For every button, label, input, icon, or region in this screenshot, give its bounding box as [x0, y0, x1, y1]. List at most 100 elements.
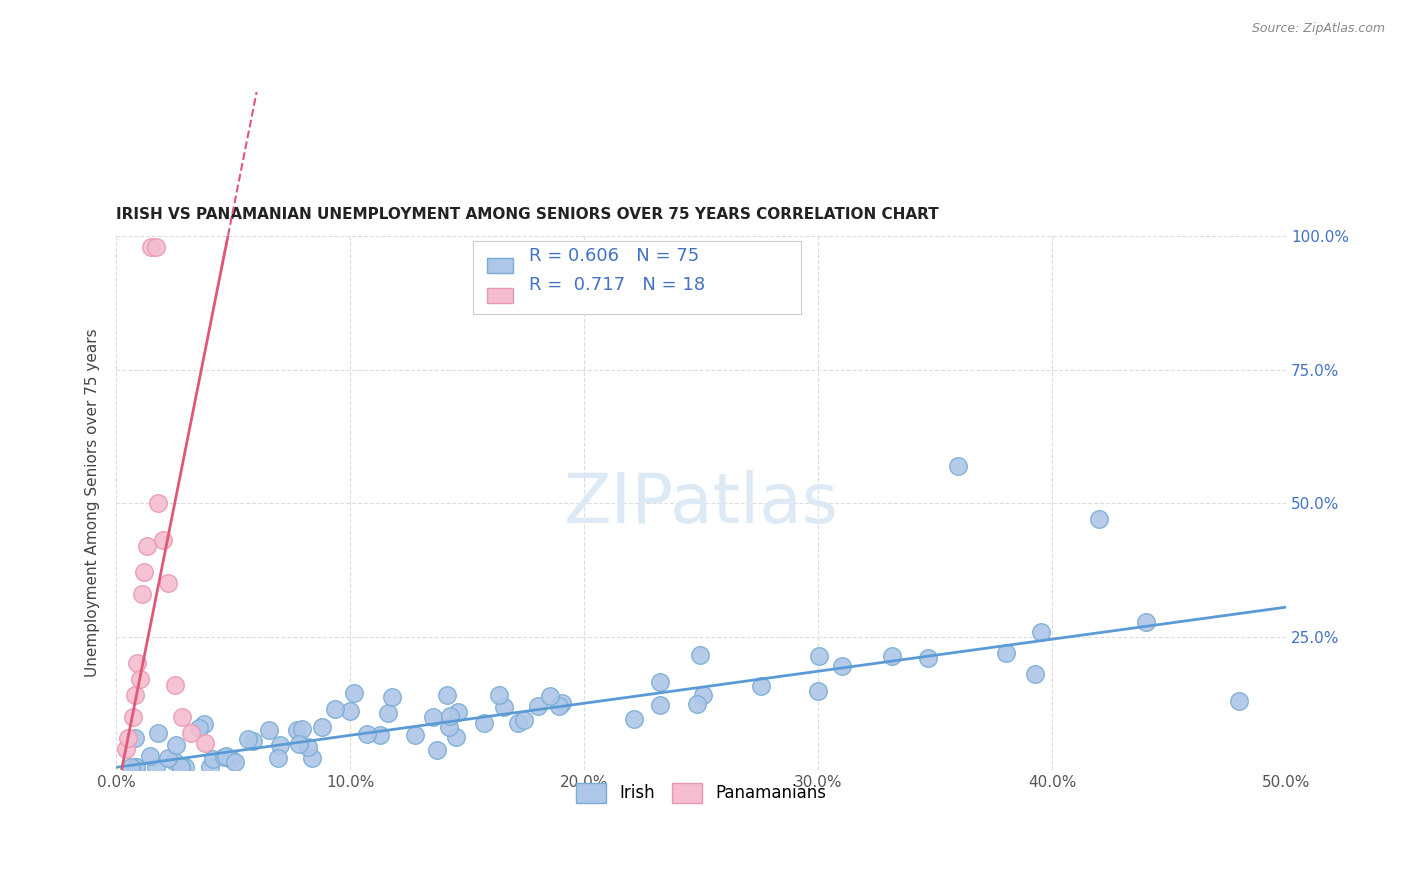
Point	[548, 699, 571, 714]
Point	[648, 675, 671, 690]
FancyBboxPatch shape	[472, 242, 800, 314]
Point	[124, 688, 146, 702]
Point	[301, 750, 323, 764]
Point	[238, 731, 260, 746]
Point	[145, 760, 167, 774]
FancyBboxPatch shape	[486, 258, 513, 274]
Point	[127, 657, 149, 671]
Point	[193, 716, 215, 731]
Point	[508, 715, 530, 730]
Point	[157, 751, 180, 765]
Point	[488, 688, 510, 702]
Point	[188, 721, 211, 735]
Point	[267, 750, 290, 764]
Text: ZIPatlas: ZIPatlas	[564, 469, 838, 537]
Point	[124, 760, 146, 774]
Legend: Irish, Panamanians: Irish, Panamanians	[569, 776, 832, 810]
Point	[404, 728, 426, 742]
Point	[526, 699, 548, 714]
Point	[163, 677, 186, 691]
Point	[139, 749, 162, 764]
Point	[288, 737, 311, 751]
Point	[948, 458, 970, 473]
Point	[156, 576, 179, 591]
Point	[170, 760, 193, 774]
Point	[472, 716, 495, 731]
Point	[124, 731, 146, 745]
Point	[689, 648, 711, 662]
Point	[114, 741, 136, 756]
Point	[145, 240, 167, 254]
Point	[170, 709, 193, 723]
FancyBboxPatch shape	[486, 287, 513, 303]
Point	[323, 702, 346, 716]
Point	[128, 672, 150, 686]
Point	[148, 496, 170, 510]
Point	[194, 736, 217, 750]
Point	[201, 752, 224, 766]
Point	[512, 713, 534, 727]
Point	[686, 697, 709, 711]
Point	[117, 731, 139, 745]
Point	[180, 725, 202, 739]
Point	[422, 710, 444, 724]
Point	[212, 749, 235, 764]
Point	[381, 690, 404, 705]
Point	[1024, 666, 1046, 681]
Point	[444, 730, 467, 744]
Point	[121, 709, 143, 723]
Point	[648, 698, 671, 712]
Point	[831, 658, 853, 673]
Y-axis label: Unemployment Among Seniors over 75 years: Unemployment Among Seniors over 75 years	[86, 329, 100, 677]
Point	[165, 739, 187, 753]
Point	[152, 533, 174, 548]
Point	[1088, 512, 1111, 526]
Text: R = 0.606   N = 75: R = 0.606 N = 75	[529, 247, 699, 265]
Point	[131, 587, 153, 601]
Text: IRISH VS PANAMANIAN UNEMPLOYMENT AMONG SENIORS OVER 75 YEARS CORRELATION CHART: IRISH VS PANAMANIAN UNEMPLOYMENT AMONG S…	[117, 208, 939, 222]
Point	[120, 760, 142, 774]
Point	[1135, 615, 1157, 630]
Point	[994, 646, 1017, 660]
Point	[368, 728, 391, 742]
Point	[291, 723, 314, 737]
Text: R =  0.717   N = 18: R = 0.717 N = 18	[529, 277, 706, 294]
Point	[749, 679, 772, 693]
Point	[198, 760, 221, 774]
Point	[135, 539, 157, 553]
Point	[880, 648, 903, 663]
Point	[215, 748, 238, 763]
Point	[436, 689, 458, 703]
Point	[173, 760, 195, 774]
Point	[224, 755, 246, 769]
Point	[297, 739, 319, 754]
Point	[1031, 624, 1053, 639]
Point	[287, 723, 309, 737]
Point	[623, 713, 645, 727]
Point	[343, 685, 366, 699]
Point	[551, 696, 574, 710]
Point	[163, 754, 186, 768]
Point	[356, 727, 378, 741]
Point	[692, 688, 714, 702]
Point	[257, 723, 280, 738]
Point	[439, 709, 461, 723]
Point	[169, 760, 191, 774]
Point	[125, 760, 148, 774]
Point	[1227, 693, 1250, 707]
Point	[492, 700, 515, 714]
Point	[426, 743, 449, 757]
Point	[437, 720, 460, 734]
Point	[141, 240, 163, 254]
Point	[377, 706, 399, 721]
Point	[808, 649, 831, 664]
Point	[339, 704, 361, 718]
Point	[134, 566, 156, 580]
Point	[538, 689, 561, 703]
Point	[242, 734, 264, 748]
Point	[311, 720, 333, 734]
Point	[219, 752, 242, 766]
Point	[917, 650, 939, 665]
Point	[269, 738, 291, 752]
Point	[148, 726, 170, 740]
